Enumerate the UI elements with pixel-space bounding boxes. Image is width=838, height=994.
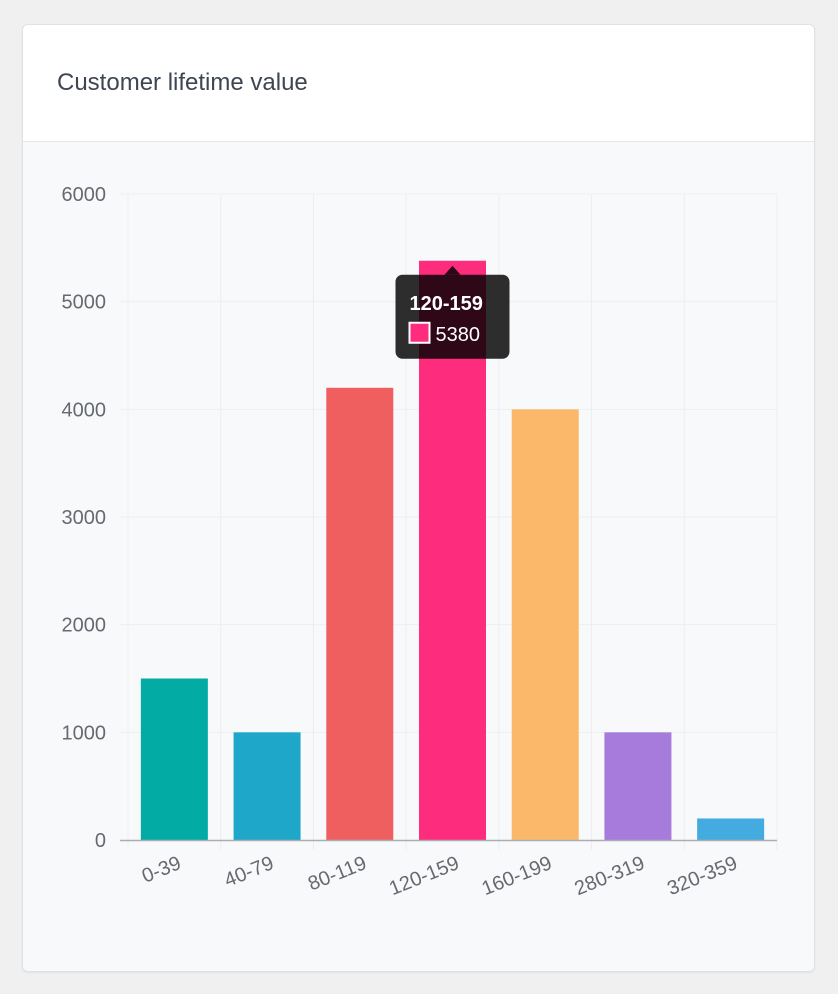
bar-80-119[interactable] [326,387,394,840]
y-tick-label: 0 [95,830,106,852]
y-tick-label: 6000 [62,184,107,206]
card-title: Customer lifetime value [57,69,308,96]
x-tick-label: 0-39 [139,852,184,887]
y-tick-label: 1000 [62,722,107,744]
chart-card: Customer lifetime value [22,24,815,972]
y-tick-label: 3000 [62,507,107,529]
y-tick-label: 4000 [62,399,107,421]
card-header: Customer lifetime value [23,25,814,142]
tooltip-value: 5380 [436,324,481,346]
tooltip-title: 120-159 [410,293,483,315]
tooltip-swatch [408,321,431,344]
x-tick-label: 280-319 [571,852,647,900]
x-tick-label: 40-79 [221,852,277,892]
x-tick-label: 160-199 [479,852,555,900]
bar-0-39[interactable] [140,678,208,841]
x-tick-label: 80-119 [305,852,370,895]
bar-40-79[interactable] [233,732,301,840]
tooltip-caret [444,265,461,275]
tooltip [395,274,510,359]
x-tick-label: 120-159 [386,852,462,900]
y-tick-label: 2000 [62,615,107,637]
x-tick-label: 320-359 [664,852,740,900]
bar-320-359[interactable] [697,818,765,840]
bar-160-199[interactable] [511,409,579,840]
y-tick-label: 5000 [62,292,107,314]
bar-280-319[interactable] [604,732,672,840]
